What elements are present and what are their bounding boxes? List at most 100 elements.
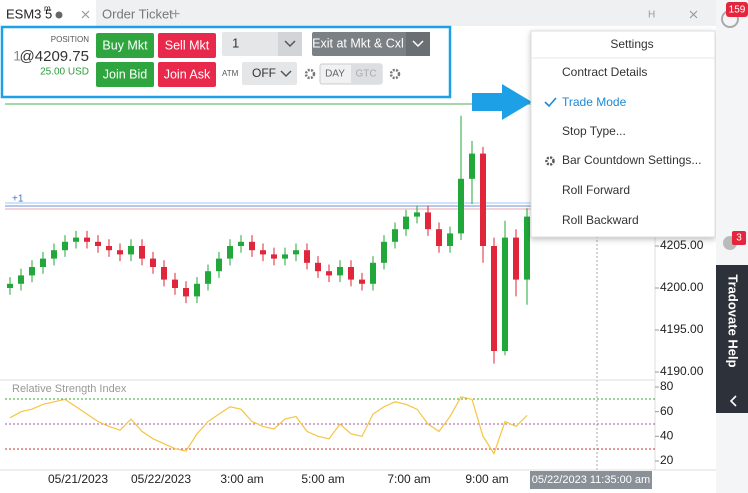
new-tab[interactable]: + (171, 6, 180, 23)
position-price: @4209.75 (20, 48, 89, 65)
settings-menu (530, 30, 716, 238)
exit-button[interactable] (312, 32, 430, 56)
exit-label: Exit at Mkt & Cxl (312, 36, 404, 50)
candle-body (139, 246, 145, 259)
candle-body (469, 153, 475, 179)
candle-body (425, 212, 431, 230)
tif-gtc[interactable]: GTC (355, 69, 376, 80)
sell-mkt-label: Sell Mkt (165, 38, 210, 52)
rsi-title: Relative Strength Index (12, 383, 127, 395)
window-letter[interactable]: H (648, 10, 655, 21)
menu-title: Settings (610, 37, 653, 51)
candle-body (205, 271, 211, 284)
price-tick-label: 4190.00 (660, 364, 704, 378)
menu-item[interactable]: Stop Type... (562, 124, 626, 138)
candle-body (238, 241, 244, 246)
candle-body (106, 246, 112, 251)
candle-body (348, 267, 354, 280)
rsi-tick-label: 60 (660, 404, 674, 418)
position-label: POSITION (51, 35, 89, 44)
rsi-tick-label: 80 (660, 379, 674, 393)
candle-body (249, 241, 255, 251)
candle-body (194, 283, 200, 297)
candle-body (260, 250, 266, 255)
pnl: 25.00 USD (40, 67, 89, 78)
sell-mkt-button[interactable] (158, 33, 216, 58)
menu-item[interactable]: Roll Forward (562, 183, 630, 197)
menu-item[interactable]: Bar Countdown Settings... (562, 153, 701, 167)
tif-day[interactable]: DAY (325, 69, 345, 80)
join-ask-label: Join Ask (164, 67, 211, 81)
candle-body (40, 258, 46, 267)
tab-symbol: ESM3 5 (6, 6, 52, 21)
candle-body (326, 271, 332, 276)
quantity-chevron (284, 40, 296, 48)
candle-body (29, 267, 35, 276)
atm-label: ATM (222, 69, 239, 78)
candle-body (436, 229, 442, 246)
window-close[interactable] (689, 10, 698, 19)
price-tick-label: 4205.00 (660, 238, 704, 252)
candle-body (73, 237, 79, 242)
candle-body (370, 262, 376, 284)
buy-mkt-label: Buy Mkt (102, 38, 148, 52)
time-label: 05/21/2023 (48, 472, 108, 486)
active-tab[interactable] (0, 0, 96, 26)
position-qty: 1 (13, 48, 21, 64)
candle-body (161, 267, 167, 280)
candle-body (403, 216, 409, 230)
candle-body (271, 254, 277, 259)
tif-gear[interactable] (389, 68, 401, 80)
join-ask-button[interactable] (158, 62, 216, 87)
candle-body (62, 241, 68, 251)
candle-body (359, 279, 365, 284)
tab-dot (55, 11, 63, 19)
candle-body (183, 288, 189, 297)
help-label: Tradovate Help (726, 274, 741, 367)
menu-item[interactable]: Contract Details (562, 65, 647, 79)
crosshair-time-box (530, 471, 652, 489)
candle-body (128, 246, 134, 255)
candle-body (491, 246, 497, 351)
tab-second[interactable]: Order Ticket (102, 6, 173, 21)
crosshair-time: 05/22/2023 11:35:00 am (532, 474, 650, 486)
rsi-tick-label: 40 (660, 429, 674, 443)
rsi-line (9, 396, 528, 455)
buy-mkt-button[interactable] (96, 33, 154, 58)
position-marker: +1 (12, 194, 24, 205)
candle-body (337, 267, 343, 276)
atm-gear[interactable] (304, 68, 316, 80)
candle-body (524, 216, 530, 280)
candle-body (447, 233, 453, 246)
menu-item[interactable]: Trade Mode (562, 95, 627, 109)
time-label: 5:00 am (301, 472, 344, 486)
candle-body (414, 212, 420, 217)
candle-body (18, 275, 24, 284)
exit-arrow-box (406, 32, 430, 56)
tab-close[interactable] (81, 10, 90, 19)
candle-body (117, 250, 123, 255)
candle-body (458, 178, 464, 234)
tab-superscript: m (44, 4, 51, 13)
badge-box (726, 2, 748, 17)
candle-body (381, 241, 387, 263)
menu-item[interactable]: Roll Backward (562, 213, 639, 227)
help-chevron[interactable] (729, 395, 737, 407)
quantity-arrow-box (278, 32, 302, 56)
join-bid-button[interactable] (96, 62, 154, 87)
candle-body (7, 283, 13, 288)
candle-body (227, 246, 233, 259)
candle-body (216, 258, 222, 272)
tif-inactive (351, 64, 382, 84)
quantity-value: 1 (232, 35, 239, 50)
atm-select[interactable] (242, 62, 297, 85)
candle-body (480, 153, 486, 246)
price-tick-label: 4200.00 (660, 280, 704, 294)
time-label: 05/22/2023 (131, 472, 191, 486)
help-tab[interactable] (716, 265, 748, 413)
pointer-arrow (472, 84, 532, 120)
tab-bar (0, 0, 716, 26)
candle-body (282, 254, 288, 259)
candle-body (172, 279, 178, 288)
